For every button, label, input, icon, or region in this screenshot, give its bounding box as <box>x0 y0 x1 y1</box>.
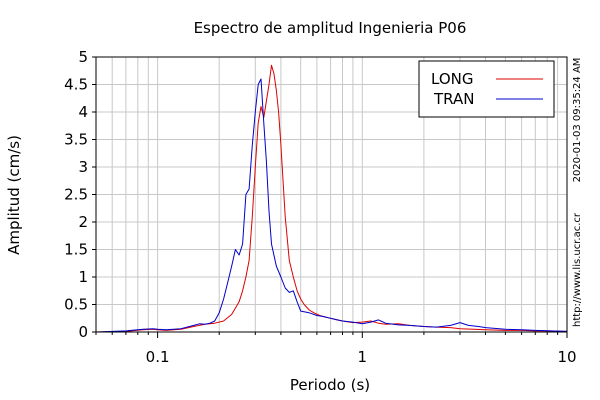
y-tick-label: 0 <box>78 323 88 341</box>
legend-label-long: LONG <box>431 70 473 88</box>
series-layer <box>95 64 568 333</box>
x-tick-label: 10 <box>557 348 576 366</box>
x-axis-label: Periodo (s) <box>290 376 370 394</box>
y-axis-ticks: 0 0.5 1 1.5 2 2.5 3 3.5 4 4.5 5 <box>64 48 96 341</box>
y-tick-label: 3.5 <box>64 131 88 149</box>
x-axis-ticks: 0.1 1 10 <box>95 332 577 366</box>
y-tick-label: 1 <box>78 268 88 286</box>
source-url-label: http://www.lis.ucr.ac.cr <box>572 212 583 327</box>
y-tick-label: 1.5 <box>64 241 88 259</box>
series-line-tran <box>95 78 568 333</box>
y-axis-label: Amplitud (cm/s) <box>5 135 23 255</box>
timestamp-label: 2020-01-03 09:35:24 AM <box>572 58 583 183</box>
y-tick-label: 4.5 <box>64 76 88 94</box>
legend-box <box>418 60 555 118</box>
y-tick-label: 5 <box>78 48 88 66</box>
y-tick-label: 3 <box>78 158 88 176</box>
x-tick-label: 0.1 <box>146 348 170 366</box>
legend-label-tran: TRAN <box>433 90 474 108</box>
y-tick-label: 0.5 <box>64 296 88 314</box>
legend: LONG TRAN <box>418 60 555 118</box>
chart-title: Espectro de amplitud Ingenieria P06 <box>194 19 467 37</box>
y-tick-label: 4 <box>78 103 88 121</box>
y-tick-label: 2 <box>78 213 88 231</box>
x-tick-label: 1 <box>358 348 368 366</box>
y-tick-label: 2.5 <box>64 186 88 204</box>
